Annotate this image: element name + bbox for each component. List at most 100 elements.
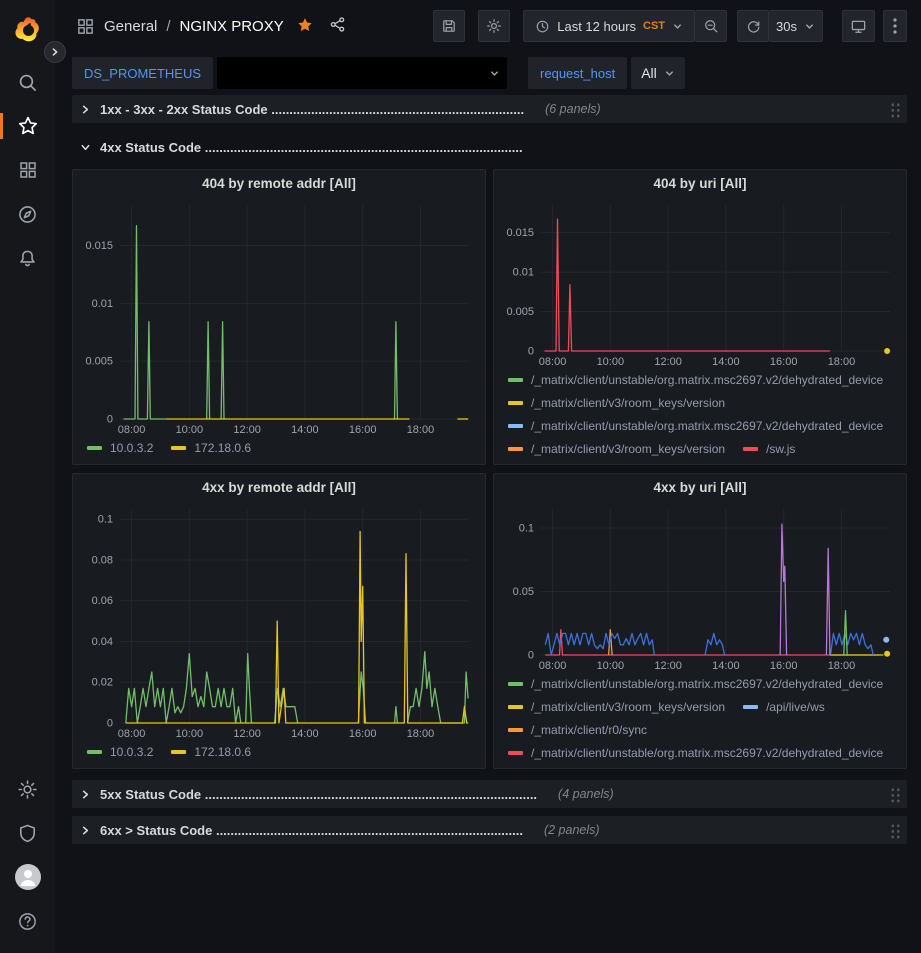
panel-title[interactable]: 4xx by uri [All] — [494, 474, 906, 501]
breadcrumb-dashboard[interactable]: NGINX PROXY — [180, 18, 284, 35]
legend-item[interactable]: 172.18.0.6 — [171, 745, 251, 759]
time-picker-group: Last 12 hours CST — [523, 10, 727, 42]
svg-text:0.02: 0.02 — [92, 677, 113, 689]
svg-text:0: 0 — [528, 650, 534, 662]
refresh-button[interactable] — [737, 10, 769, 42]
chevron-down-icon — [672, 21, 683, 32]
sidebar-item-starred[interactable] — [0, 104, 55, 148]
row-header-4xx[interactable]: 4xx Status Code ........................… — [72, 135, 907, 159]
search-icon — [17, 72, 38, 93]
sidebar-item-profile[interactable] — [0, 855, 55, 899]
chevron-right-icon — [80, 104, 91, 115]
svg-text:08:00: 08:00 — [539, 356, 567, 368]
share-dashboard-button[interactable] — [329, 16, 346, 36]
legend-swatch — [508, 447, 523, 451]
variables-bar: DS_PROMETHEUS request_host All — [55, 52, 921, 94]
panel-legend: /_matrix/client/unstable/org.matrix.msc2… — [508, 677, 900, 768]
legend-item[interactable]: /sw.js — [743, 442, 795, 456]
svg-text:18:00: 18:00 — [828, 660, 856, 672]
variable-value-request-host[interactable]: All — [631, 57, 685, 89]
legend-item[interactable]: /_matrix/client/unstable/org.matrix.msc2… — [508, 419, 883, 433]
row-header-6xx[interactable]: 6xx > Status Code ......................… — [72, 816, 907, 844]
sidebar-item-help[interactable] — [0, 899, 55, 943]
zoom-out-time-button[interactable] — [695, 10, 727, 42]
help-icon — [17, 911, 38, 932]
panel-title[interactable]: 4xx by remote addr [All] — [73, 474, 485, 501]
row-panel-count: (2 panels) — [544, 823, 600, 837]
clock-icon — [535, 19, 550, 34]
row-title: 4xx Status Code ........................… — [100, 140, 523, 155]
row-drag-handle[interactable] — [890, 822, 901, 839]
variable-label-request-host[interactable]: request_host — [528, 57, 627, 89]
svg-text:16:00: 16:00 — [770, 660, 798, 672]
bell-icon — [17, 248, 38, 269]
legend-item[interactable]: /_matrix/client/v3/room_keys/version — [508, 700, 725, 714]
legend-label: 172.18.0.6 — [194, 441, 251, 455]
expand-sidebar-button[interactable] — [44, 41, 66, 63]
sidebar — [0, 0, 55, 953]
breadcrumb-folder[interactable]: General — [104, 18, 157, 35]
row-title: 1xx - 3xx - 2xx Status Code ............… — [100, 102, 524, 117]
gear-icon — [486, 18, 502, 34]
variable-value-ds-prometheus[interactable] — [217, 57, 507, 89]
timeseries-chart[interactable]: 00.0050.010.01508:0010:0012:0014:0016:00… — [497, 197, 899, 369]
row-drag-handle[interactable] — [890, 101, 901, 118]
svg-text:14:00: 14:00 — [712, 660, 740, 672]
cycle-view-mode-button[interactable] — [842, 10, 875, 42]
favorite-star-icon[interactable] — [296, 16, 314, 37]
refresh-icon — [746, 19, 761, 34]
row-header-5xx[interactable]: 5xx Status Code ........................… — [72, 780, 907, 808]
save-dashboard-button[interactable] — [433, 10, 465, 42]
svg-text:12:00: 12:00 — [654, 660, 682, 672]
kebab-menu-button[interactable] — [883, 10, 907, 42]
legend-item[interactable]: /_matrix/client/v3/room_keys/version — [508, 442, 725, 456]
refresh-group: 30s — [737, 10, 823, 42]
svg-text:0: 0 — [107, 414, 113, 426]
timeseries-chart[interactable]: 00.0050.010.01508:0010:0012:0014:0016:00… — [76, 197, 478, 437]
legend-label: 10.0.3.2 — [110, 745, 153, 759]
svg-text:14:00: 14:00 — [291, 424, 319, 436]
panel-title[interactable]: 404 by remote addr [All] — [73, 170, 485, 197]
sidebar-item-dashboards[interactable] — [0, 148, 55, 192]
svg-text:08:00: 08:00 — [118, 424, 146, 436]
breadcrumb: General / NGINX PROXY — [76, 16, 346, 37]
svg-text:14:00: 14:00 — [712, 356, 740, 368]
row-drag-handle[interactable] — [890, 786, 901, 803]
svg-text:16:00: 16:00 — [349, 424, 377, 436]
save-icon — [441, 18, 457, 34]
legend-label: /_matrix/client/unstable/org.matrix.msc2… — [531, 677, 883, 691]
refresh-interval-button[interactable]: 30s — [769, 10, 823, 42]
sidebar-item-server-admin[interactable] — [0, 811, 55, 855]
timeseries-chart[interactable]: 00.020.040.060.080.108:0010:0012:0014:00… — [76, 501, 478, 741]
legend-item[interactable]: 10.0.3.2 — [87, 745, 153, 759]
sidebar-item-alerting[interactable] — [0, 236, 55, 280]
variable-label-ds-prometheus[interactable]: DS_PROMETHEUS — [72, 57, 213, 89]
dashboard-settings-button[interactable] — [478, 10, 510, 42]
legend-item[interactable]: /_matrix/client/r0/sync — [508, 723, 647, 737]
svg-text:16:00: 16:00 — [770, 356, 798, 368]
svg-text:0: 0 — [107, 718, 113, 730]
legend-item[interactable]: /api/live/ws — [743, 700, 825, 714]
chevron-down-icon — [804, 21, 815, 32]
gear-icon — [17, 779, 38, 800]
legend-item[interactable]: /_matrix/client/unstable/org.matrix.msc2… — [508, 677, 883, 691]
monitor-icon — [850, 18, 867, 35]
legend-label: 172.18.0.6 — [194, 745, 251, 759]
svg-text:14:00: 14:00 — [291, 728, 319, 740]
legend-item[interactable]: 10.0.3.2 — [87, 441, 153, 455]
legend-item[interactable]: 172.18.0.6 — [171, 441, 251, 455]
legend-item[interactable]: /_matrix/client/unstable/org.matrix.msc2… — [508, 746, 883, 760]
breadcrumb-separator: / — [166, 18, 170, 35]
time-range-button[interactable]: Last 12 hours CST — [523, 10, 695, 42]
panel-title[interactable]: 404 by uri [All] — [494, 170, 906, 197]
svg-text:0.015: 0.015 — [506, 227, 534, 239]
row-header-1xx-3xx-2xx[interactable]: 1xx - 3xx - 2xx Status Code ............… — [72, 95, 907, 123]
chevron-right-icon — [80, 789, 91, 800]
legend-item[interactable]: /_matrix/client/unstable/org.matrix.msc2… — [508, 373, 883, 387]
sidebar-item-explore[interactable] — [0, 192, 55, 236]
legend-item[interactable]: /_matrix/client/v3/room_keys/version — [508, 396, 725, 410]
sidebar-item-search[interactable] — [0, 60, 55, 104]
sidebar-item-configuration[interactable] — [0, 767, 55, 811]
legend-swatch — [743, 705, 758, 709]
timeseries-chart[interactable]: 00.050.108:0010:0012:0014:0016:0018:00 — [497, 501, 899, 673]
